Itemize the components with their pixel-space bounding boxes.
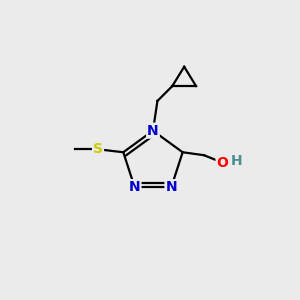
Text: N: N xyxy=(129,180,140,194)
Text: S: S xyxy=(93,142,103,156)
Text: O: O xyxy=(217,156,228,170)
Text: H: H xyxy=(231,154,243,168)
Text: N: N xyxy=(166,180,177,194)
Text: N: N xyxy=(147,124,159,138)
